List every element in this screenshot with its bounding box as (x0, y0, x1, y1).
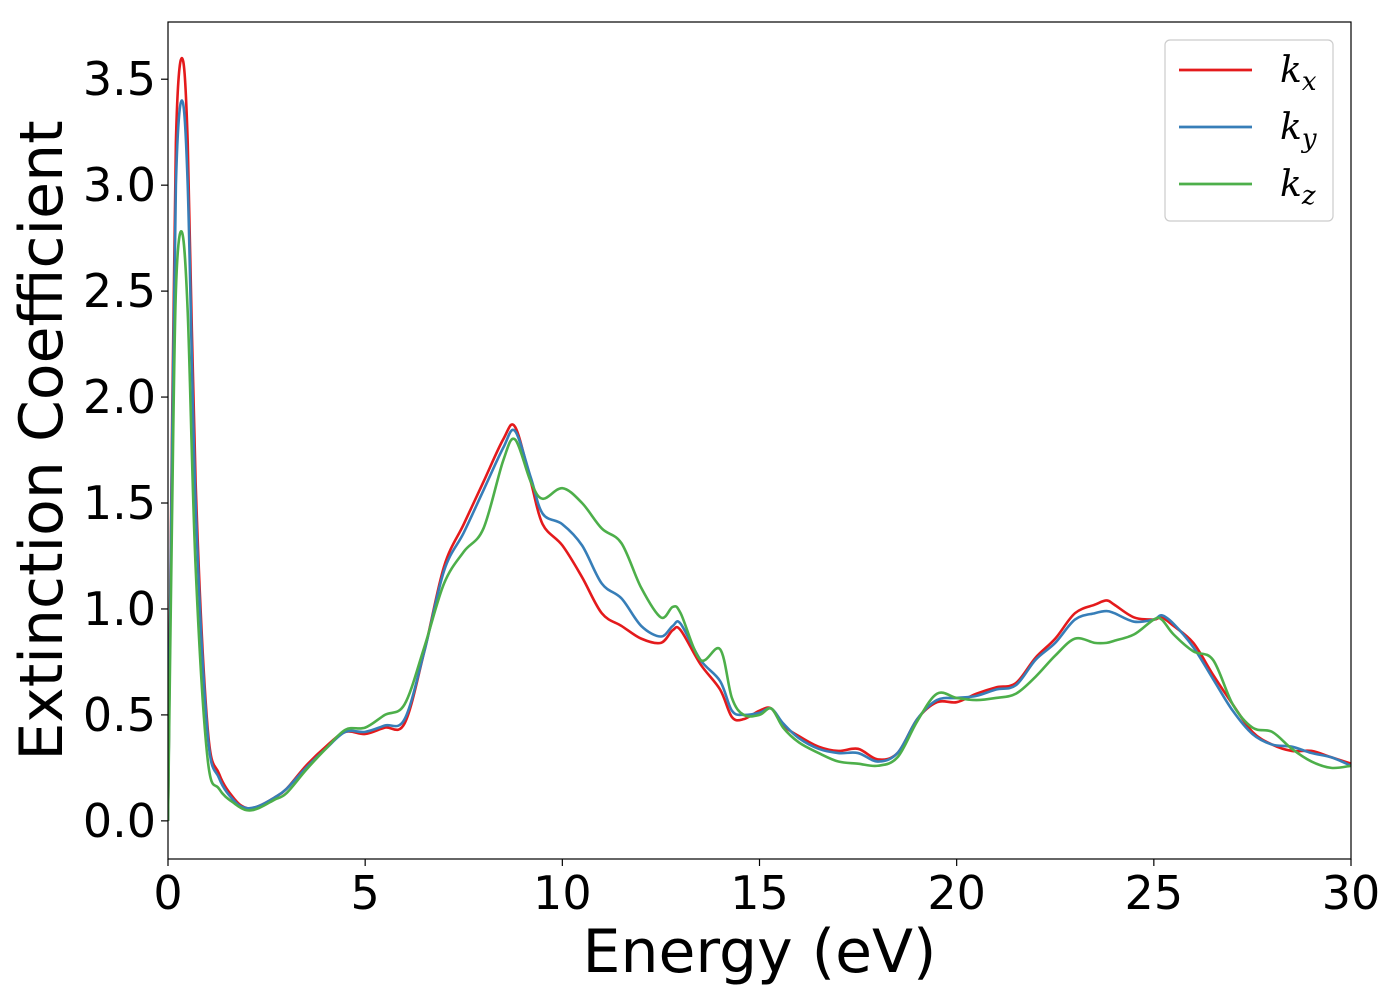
x-tick-label: 25 (1125, 866, 1184, 920)
legend-label-k-z: kz (1280, 164, 1316, 211)
legend: kx ky kz (1164, 39, 1334, 222)
series-line-k-z (168, 229, 1351, 821)
y-tick-label: 1.0 (83, 582, 156, 636)
y-axis: 0.0 0.5 1.0 1.5 2.0 2.5 3.0 3.5 (83, 52, 168, 848)
series-layer (168, 56, 1351, 821)
legend-label-k-y: ky (1280, 107, 1317, 154)
x-axis-label: Energy (eV) (583, 917, 937, 987)
x-tick-label: 20 (927, 866, 986, 920)
x-tick-label: 5 (351, 866, 380, 920)
x-tick-label: 15 (730, 866, 789, 920)
y-axis-label: Extinction Coefficient (7, 120, 77, 760)
x-tick-label: 10 (533, 866, 592, 920)
x-tick-label: 30 (1322, 866, 1381, 920)
y-tick-label: 2.0 (83, 370, 156, 424)
y-tick-label: 3.0 (83, 158, 156, 212)
legend-label-k-x: kx (1280, 50, 1317, 97)
legend-box (1164, 39, 1334, 222)
y-tick-label: 2.5 (83, 264, 156, 318)
x-axis: 0 5 10 15 20 25 30 (153, 859, 1380, 920)
series-line-k-x (168, 56, 1351, 821)
y-tick-label: 1.5 (83, 476, 156, 530)
y-tick-label: 3.5 (83, 52, 156, 106)
y-tick-label: 0.5 (83, 688, 156, 742)
x-tick-label: 0 (153, 866, 182, 920)
y-tick-label: 0.0 (83, 794, 156, 848)
